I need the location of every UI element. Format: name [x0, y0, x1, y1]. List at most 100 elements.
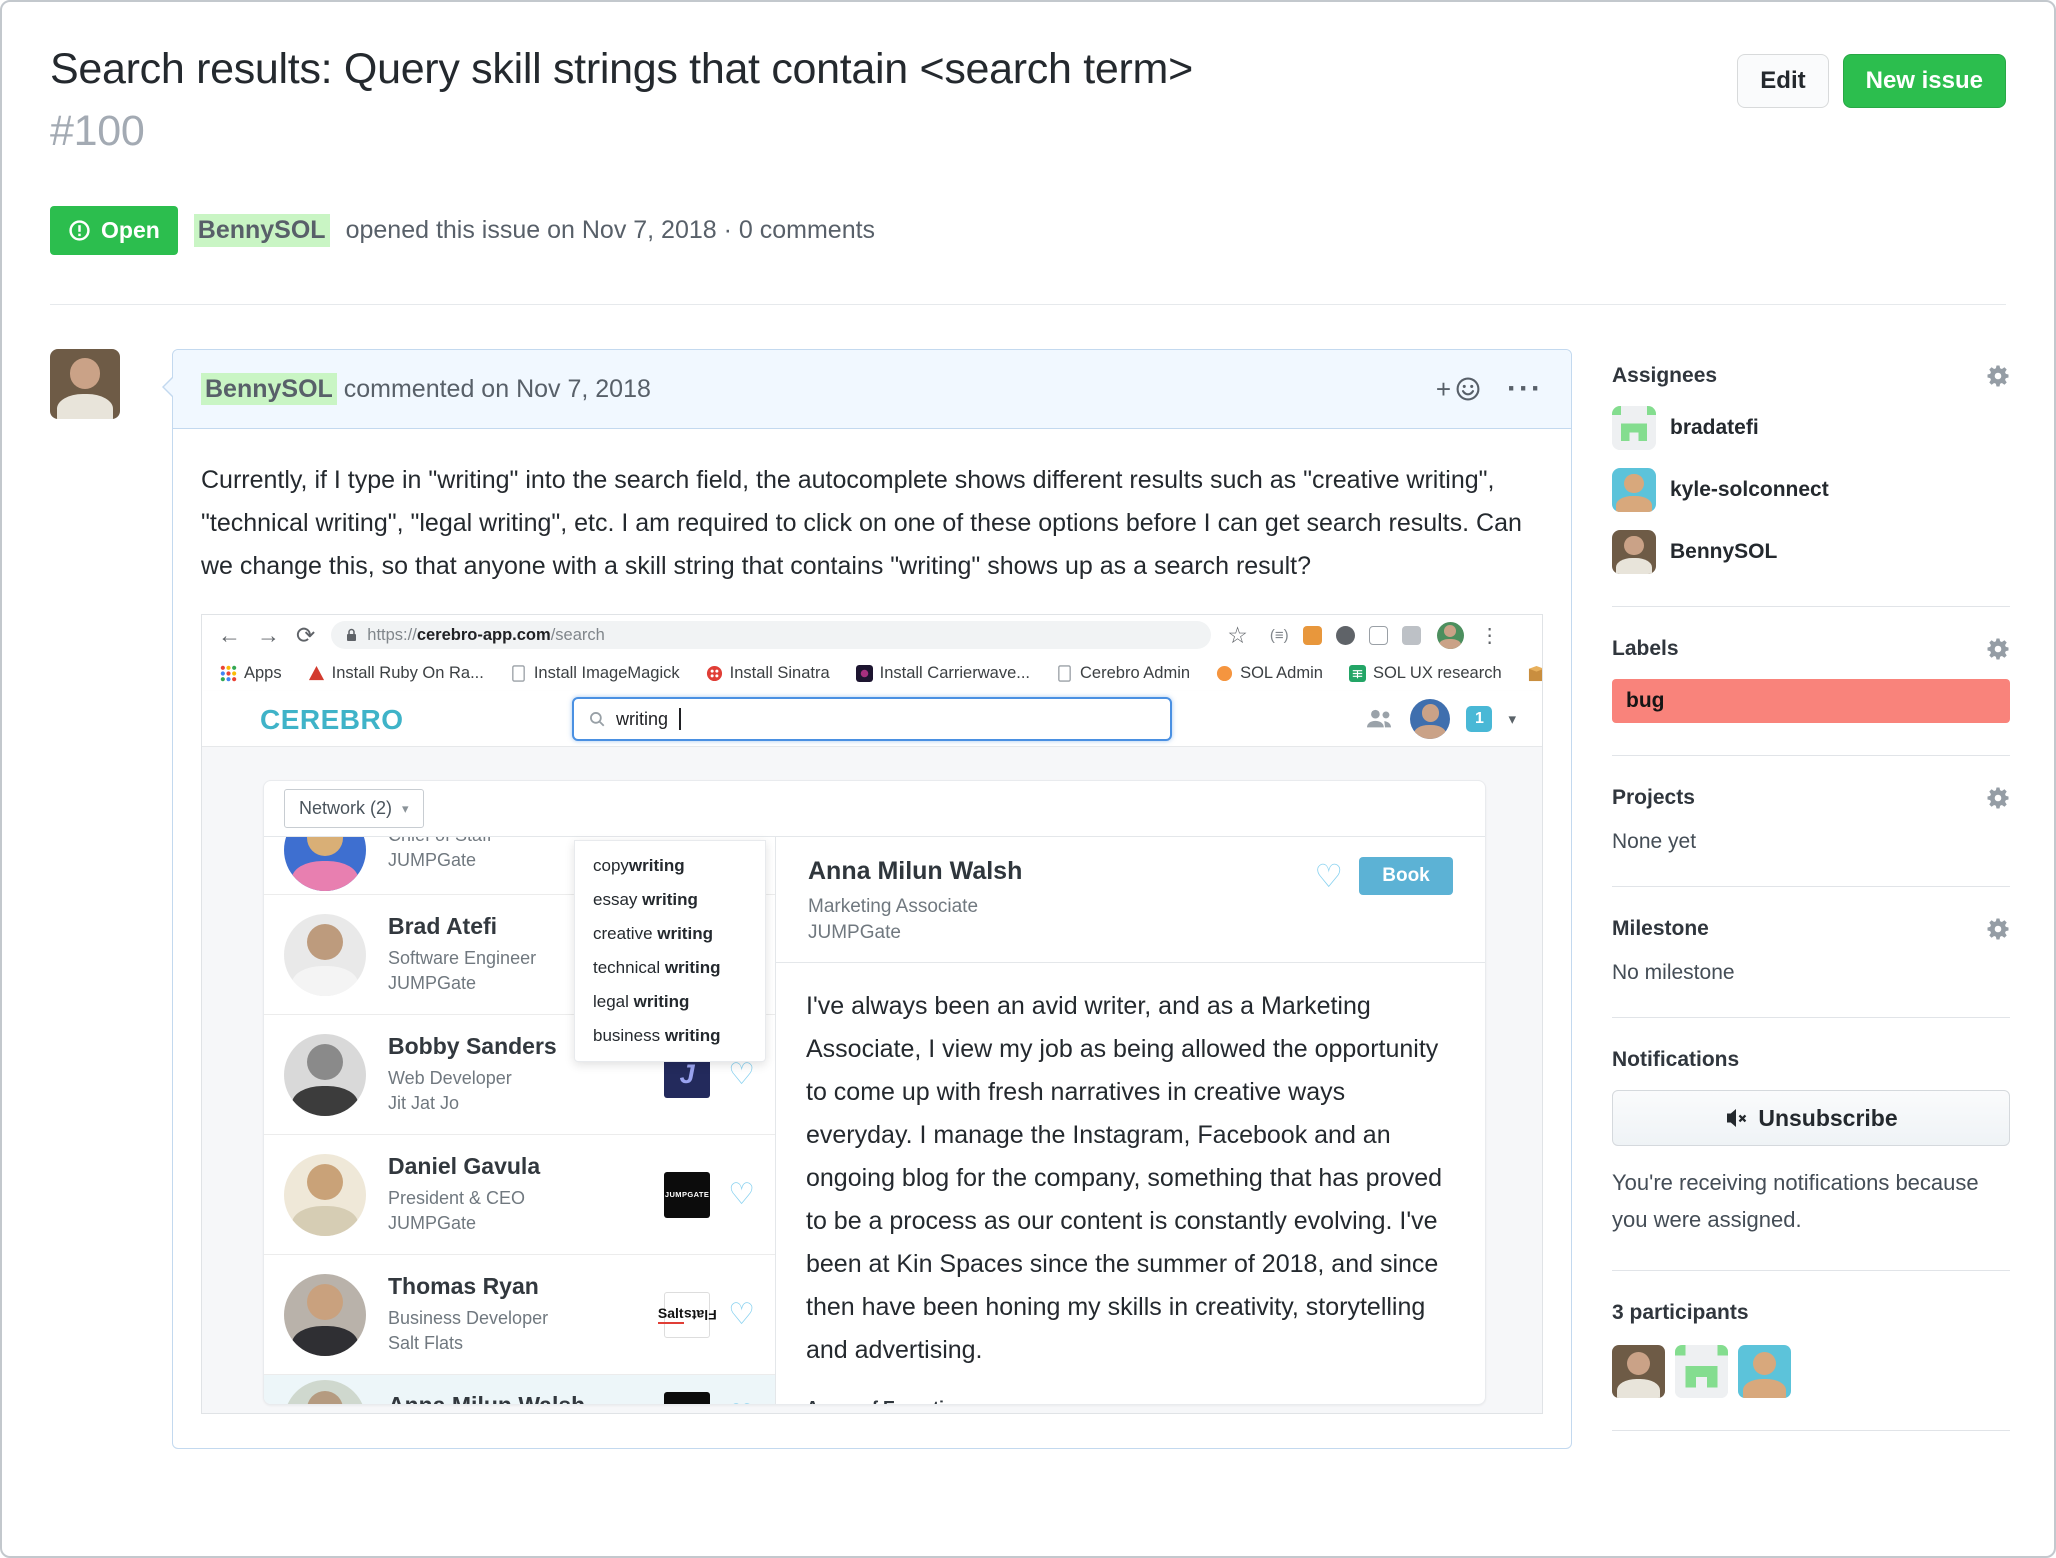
- bookmark-install-sinatra[interactable]: Install Sinatra: [706, 664, 830, 683]
- app-profile-avatar[interactable]: [1410, 699, 1451, 739]
- lock-icon: [347, 628, 357, 641]
- extension-icons: (≡): [1269, 625, 1421, 645]
- comment-text: Currently, if I type in "writing" into t…: [201, 466, 1522, 580]
- browser-profile-avatar[interactable]: [1436, 621, 1464, 649]
- person-name: Anna Milun Walsh: [388, 1392, 585, 1404]
- favorite-heart-icon[interactable]: ♡: [728, 1401, 755, 1405]
- bookmark-sol-admin[interactable]: SOL Admin: [1216, 664, 1323, 683]
- new-issue-button[interactable]: New issue: [1842, 54, 2006, 108]
- assignee-row[interactable]: bradatefi: [1612, 406, 2010, 450]
- cerebro-logo[interactable]: CEREBRO: [260, 704, 404, 735]
- bookmark-install-ruby[interactable]: Install Ruby On Ra...: [308, 664, 484, 683]
- bookmark-install-imagemagick[interactable]: Install ImageMagick: [510, 664, 680, 683]
- gear-icon[interactable]: [1986, 786, 2010, 810]
- book-button[interactable]: Book: [1359, 857, 1453, 895]
- assignee-row[interactable]: kyle-solconnect: [1612, 468, 2010, 512]
- gear-icon[interactable]: [1986, 637, 2010, 661]
- person-avatar: [284, 1153, 366, 1236]
- favorite-heart-icon[interactable]: ♡: [728, 1177, 755, 1211]
- plus-icon: +: [1435, 373, 1452, 404]
- projects-empty-text: None yet: [1612, 830, 1697, 853]
- participant-avatar[interactable]: [1738, 1345, 1791, 1398]
- autocomplete-option[interactable]: legal writing: [593, 992, 690, 1011]
- back-icon[interactable]: ←: [218, 621, 241, 648]
- gear-icon[interactable]: [1986, 364, 2010, 388]
- add-reaction-button[interactable]: +: [1436, 374, 1481, 405]
- ruby-icon: [308, 665, 324, 680]
- page-icon: [512, 664, 525, 682]
- url-bar[interactable]: https://cerebro-app.com/search: [331, 621, 1212, 649]
- list-item-partial[interactable]: Chief of Staff JUMPGate: [264, 837, 775, 895]
- extension-chat-icon[interactable]: [1401, 625, 1421, 645]
- milestone-heading: Milestone: [1612, 917, 1709, 940]
- autocomplete-option[interactable]: copywriting: [593, 856, 685, 875]
- reload-icon[interactable]: ⟳: [296, 621, 316, 648]
- list-item[interactable]: Thomas Ryan Business Developer Salt Flat…: [264, 1255, 775, 1375]
- list-item[interactable]: Bobby Sanders Web Developer Jit Jat Jo J…: [264, 1015, 775, 1135]
- autocomplete-option[interactable]: creative writing: [593, 924, 713, 943]
- bookmark-cerebro-admin[interactable]: Cerebro Admin: [1056, 664, 1190, 683]
- participant-avatar[interactable]: [1612, 1345, 1665, 1398]
- bookmark-character-count[interactable]: Character Count: [1528, 664, 1542, 683]
- dark-square-icon: [855, 664, 873, 682]
- favorite-heart-icon[interactable]: ♡: [1314, 858, 1343, 894]
- list-item-selected[interactable]: Anna Milun Walsh ♡: [264, 1375, 775, 1404]
- chevron-down-icon[interactable]: ▾: [1508, 711, 1516, 728]
- comment-meta: commented on Nov 7, 2018: [343, 374, 651, 403]
- comment-author-avatar[interactable]: [50, 349, 120, 419]
- network-filter-dropdown[interactable]: Network (2) ▾: [284, 789, 424, 828]
- status-label: Open: [101, 217, 160, 243]
- extension-orange-icon[interactable]: [1302, 625, 1322, 645]
- comment-header: BennySOL commented on Nov 7, 2018 + ···: [173, 350, 1571, 429]
- edit-button[interactable]: Edit: [1737, 54, 1829, 108]
- notification-count-badge[interactable]: 1: [1466, 706, 1493, 732]
- bookmark-apps[interactable]: Apps: [220, 664, 282, 683]
- gear-icon[interactable]: [1986, 917, 2010, 941]
- person-company: JUMPGate: [388, 1213, 477, 1233]
- orange-circle-icon: [1217, 665, 1233, 681]
- search-input[interactable]: writing: [572, 697, 1172, 741]
- assignee-row[interactable]: BennySOL: [1612, 530, 2010, 574]
- forward-icon[interactable]: →: [257, 621, 280, 648]
- bookmark-install-carrierwave[interactable]: Install Carrierwave...: [855, 664, 1030, 683]
- label-bug[interactable]: bug: [1612, 679, 2010, 723]
- issue-header: Search results: Query skill strings that…: [50, 38, 2006, 163]
- embedded-screenshot: ← → ⟳ https://cerebro-app.com/search ☆ (…: [201, 614, 1543, 1414]
- issue-number: #100: [50, 107, 145, 156]
- issue-author-link[interactable]: BennySOL: [193, 214, 330, 247]
- bookmark-sol-ux-research[interactable]: SOL UX research: [1348, 664, 1502, 683]
- extension-calendar-icon[interactable]: [1368, 625, 1388, 645]
- browser-menu-icon[interactable]: ⋮: [1479, 624, 1500, 647]
- bookmark-star-icon[interactable]: ☆: [1227, 621, 1248, 648]
- salt-flats-logo: Salt Flats: [657, 1291, 716, 1338]
- list-item[interactable]: Daniel Gavula President & CEO JUMPGate J…: [264, 1135, 775, 1255]
- autocomplete-option[interactable]: business writing: [593, 1026, 721, 1045]
- search-autocomplete-dropdown: copywriting essay writing creative writi…: [574, 840, 766, 1062]
- assignees-heading: Assignees: [1612, 364, 1718, 387]
- extension-globe-icon[interactable]: [1335, 625, 1355, 645]
- url-host: cerebro-app.com: [416, 625, 551, 644]
- assignee-name: bradatefi: [1670, 416, 1759, 439]
- person-title: Chief of Staff: [388, 837, 492, 848]
- labels-heading: Labels: [1612, 637, 1679, 660]
- participant-avatar[interactable]: [1675, 1345, 1728, 1398]
- search-value: writing: [616, 708, 669, 729]
- participants-heading: 3 participants: [1612, 1301, 1749, 1324]
- favorite-heart-icon[interactable]: ♡: [728, 1297, 755, 1331]
- sidebar-divider: [1612, 1270, 2010, 1271]
- autocomplete-option[interactable]: technical writing: [593, 958, 721, 977]
- person-company: JUMPGate: [388, 850, 477, 870]
- unsubscribe-button[interactable]: Unsubscribe: [1612, 1090, 2010, 1146]
- header-divider: [50, 304, 2006, 305]
- comment-author-link[interactable]: BennySOL: [201, 372, 337, 405]
- autocomplete-option[interactable]: essay writing: [593, 890, 698, 909]
- extension-menu-icon[interactable]: (≡): [1269, 626, 1289, 644]
- issue-sidebar: Assignees bradatefi kyle-solconnect Benn…: [1612, 364, 2010, 1461]
- people-icon[interactable]: [1364, 707, 1394, 731]
- person-name: Bobby Sanders: [388, 1033, 557, 1059]
- favorite-heart-icon[interactable]: ♡: [728, 1057, 755, 1091]
- list-item[interactable]: Brad Atefi Software Engineer JUMPGate: [264, 895, 775, 1015]
- person-company: JUMPGate: [388, 973, 477, 993]
- status-badge: Open: [50, 206, 178, 255]
- kebab-menu-icon[interactable]: ···: [1507, 372, 1543, 405]
